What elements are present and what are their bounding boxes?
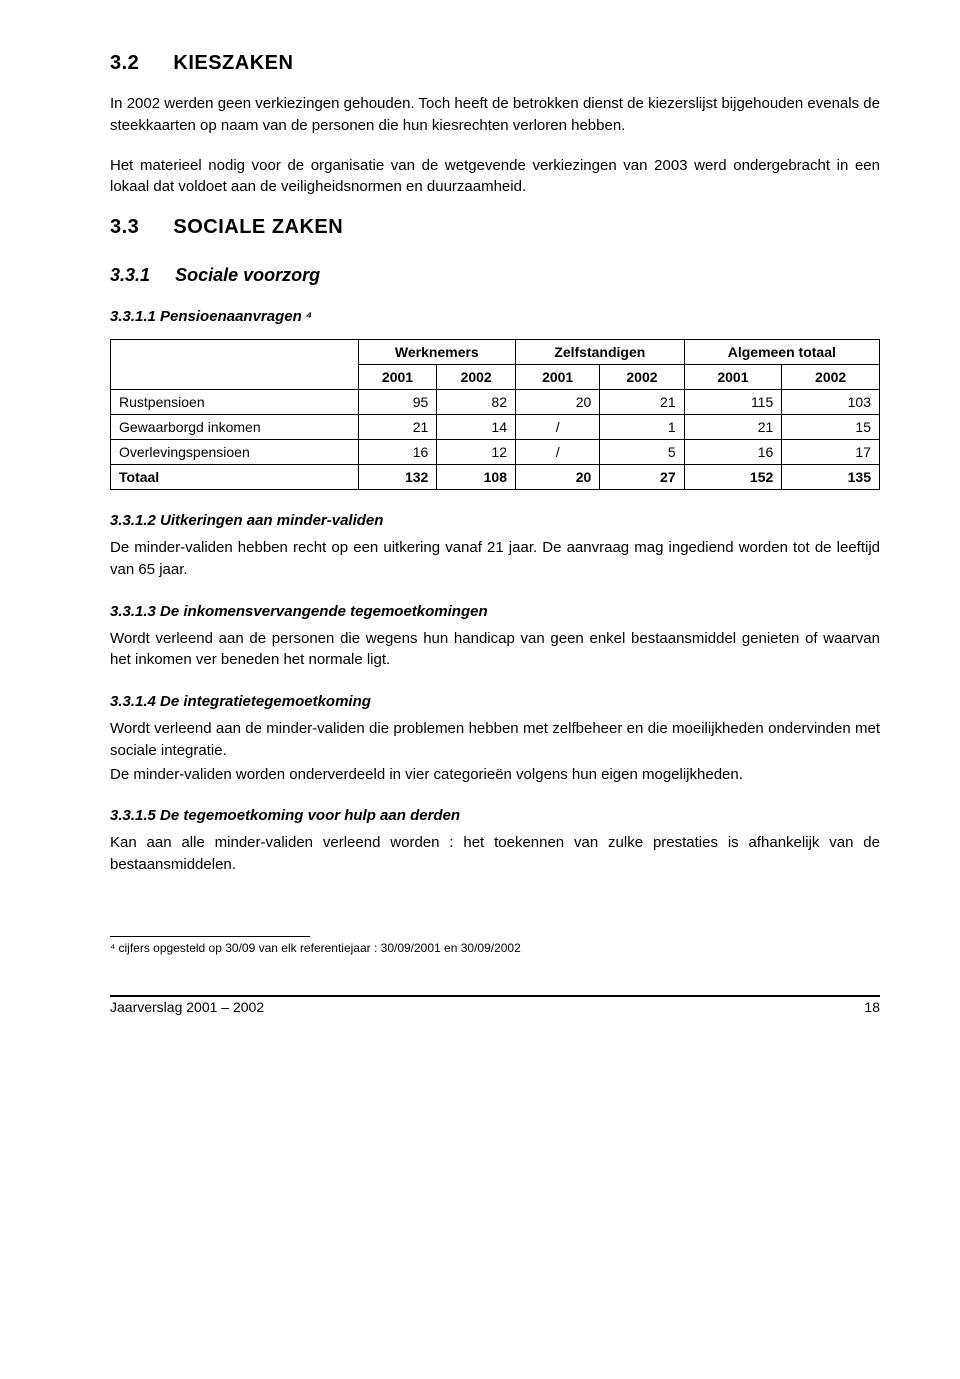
row-1-v0: 21 xyxy=(358,415,437,440)
year-2: 2001 xyxy=(516,365,600,390)
row-0-label: Rustpensioen xyxy=(111,390,359,415)
table-total-row: Totaal 132 108 20 27 152 135 xyxy=(111,465,880,490)
row-2-v4: 16 xyxy=(684,440,782,465)
row-0-v3: 21 xyxy=(600,390,684,415)
table-row: Overlevingspensioen 16 12 / 5 16 17 xyxy=(111,440,880,465)
row-1-v1: 14 xyxy=(437,415,516,440)
heading-3-3-1-5: 3.3.1.5 De tegemoetkoming voor hulp aan … xyxy=(110,807,880,824)
footer: Jaarverslag 2001 – 2002 18 xyxy=(110,999,880,1015)
para-3-3-1-2: De minder-validen hebben recht op een ui… xyxy=(110,537,880,581)
row-0-v5: 103 xyxy=(782,390,880,415)
heading-3-2-title: KIESZAKEN xyxy=(173,52,293,74)
para-3-2-b: Het materieel nodig voor de organisatie … xyxy=(110,155,880,199)
total-v0: 132 xyxy=(358,465,437,490)
year-0: 2001 xyxy=(358,365,437,390)
heading-3-3-1: 3.3.1 Sociale voorzorg xyxy=(110,265,880,286)
row-1-v5: 15 xyxy=(782,415,880,440)
table-header-groups: Werknemers Zelfstandigen Algemeen totaal xyxy=(111,340,880,365)
colgroup-1: Zelfstandigen xyxy=(516,340,685,365)
para-3-3-1-4a: Wordt verleend aan de minder-validen die… xyxy=(110,718,880,762)
year-3: 2002 xyxy=(600,365,684,390)
heading-3-3-1-4: 3.3.1.4 De integratietegemoetkoming xyxy=(110,693,880,710)
year-1: 2002 xyxy=(437,365,516,390)
footer-left: Jaarverslag 2001 – 2002 xyxy=(110,999,264,1015)
row-1-label: Gewaarborgd inkomen xyxy=(111,415,359,440)
table-row: Rustpensioen 95 82 20 21 115 103 xyxy=(111,390,880,415)
heading-3-3-1-1: 3.3.1.1 Pensioenaanvragen ⁴ xyxy=(110,308,880,325)
heading-3-2-num: 3.2 xyxy=(110,52,139,75)
para-3-3-1-3: Wordt verleend aan de personen die wegen… xyxy=(110,628,880,672)
total-v3: 27 xyxy=(600,465,684,490)
row-2-v3: 5 xyxy=(600,440,684,465)
para-3-3-1-4b: De minder-validen worden onderverdeeld i… xyxy=(110,764,880,786)
table-row: Gewaarborgd inkomen 21 14 / 1 21 15 xyxy=(111,415,880,440)
heading-3-3: 3.3 SOCIALE ZAKEN xyxy=(110,216,880,239)
para-3-2-a: In 2002 werden geen verkiezingen gehoude… xyxy=(110,93,880,137)
colgroup-0: Werknemers xyxy=(358,340,515,365)
footer-page-number: 18 xyxy=(864,999,880,1015)
pensioen-table: Werknemers Zelfstandigen Algemeen totaal… xyxy=(110,339,880,490)
row-2-v2: / xyxy=(516,440,600,465)
row-1-v3: 1 xyxy=(600,415,684,440)
total-v4: 152 xyxy=(684,465,782,490)
row-0-v4: 115 xyxy=(684,390,782,415)
row-2-label: Overlevingspensioen xyxy=(111,440,359,465)
row-0-v0: 95 xyxy=(358,390,437,415)
row-1-v2: / xyxy=(516,415,600,440)
row-2-v1: 12 xyxy=(437,440,516,465)
para-3-3-1-5: Kan aan alle minder-validen verleend wor… xyxy=(110,832,880,876)
colgroup-2: Algemeen totaal xyxy=(684,340,879,365)
heading-3-3-1-2: 3.3.1.2 Uitkeringen aan minder-validen xyxy=(110,512,880,529)
footer-rule xyxy=(110,995,880,997)
total-v5: 135 xyxy=(782,465,880,490)
total-v2: 20 xyxy=(516,465,600,490)
row-1-v4: 21 xyxy=(684,415,782,440)
page: 3.2 KIESZAKEN In 2002 werden geen verkie… xyxy=(0,0,960,1055)
heading-3-3-1-num: 3.3.1 xyxy=(110,265,150,286)
heading-3-3-num: 3.3 xyxy=(110,216,139,239)
table-corner xyxy=(111,340,359,390)
heading-3-3-1-3: 3.3.1.3 De inkomensvervangende tegemoetk… xyxy=(110,603,880,620)
heading-3-3-1-title: Sociale voorzorg xyxy=(175,265,320,285)
row-0-v1: 82 xyxy=(437,390,516,415)
row-2-v0: 16 xyxy=(358,440,437,465)
total-label: Totaal xyxy=(111,465,359,490)
heading-3-3-title: SOCIALE ZAKEN xyxy=(173,216,343,238)
footnote-rule xyxy=(110,936,310,937)
row-0-v2: 20 xyxy=(516,390,600,415)
total-v1: 108 xyxy=(437,465,516,490)
footnote-text: ⁴ cijfers opgesteld op 30/09 van elk ref… xyxy=(110,941,880,955)
year-4: 2001 xyxy=(684,365,782,390)
row-2-v5: 17 xyxy=(782,440,880,465)
heading-3-2: 3.2 KIESZAKEN xyxy=(110,52,880,75)
year-5: 2002 xyxy=(782,365,880,390)
